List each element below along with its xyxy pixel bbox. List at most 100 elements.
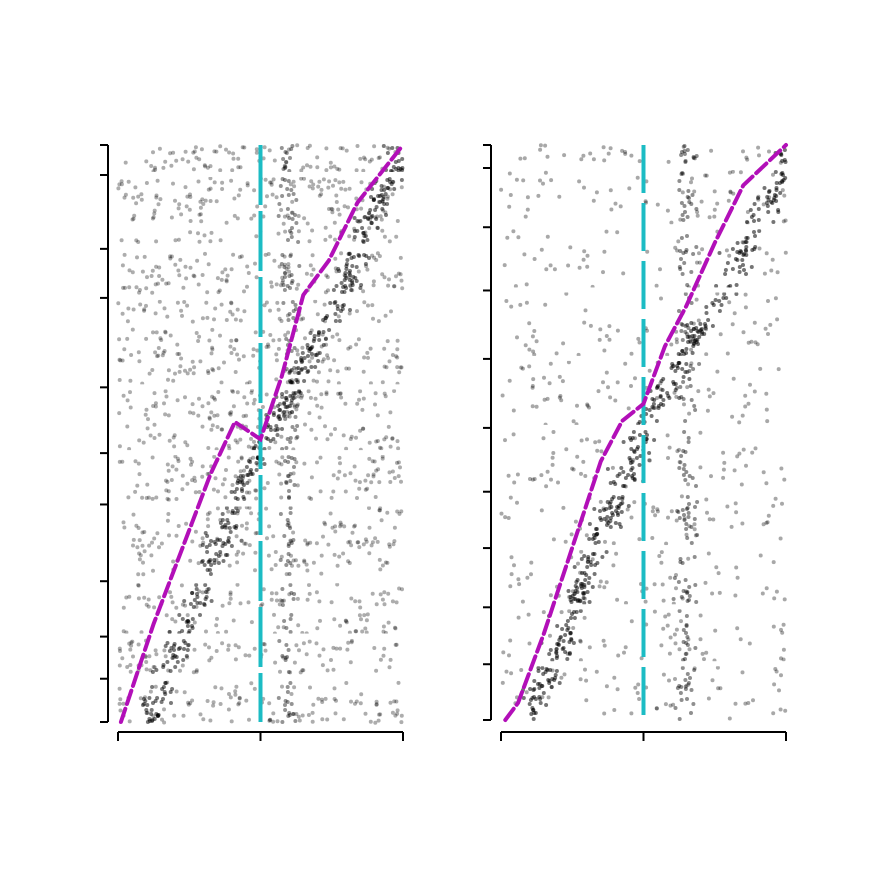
- spike-dot: [723, 272, 728, 276]
- spike-dot: [218, 238, 223, 243]
- spike-dot: [585, 560, 590, 564]
- spike-dot: [361, 231, 366, 235]
- spike-dot: [385, 339, 390, 344]
- spike-dot: [627, 186, 632, 191]
- spike-dot: [637, 159, 642, 164]
- spike-dot: [179, 583, 184, 588]
- spike-dot: [710, 301, 715, 305]
- spike-dot: [696, 389, 701, 394]
- spike-dot: [207, 645, 211, 650]
- spike-dot: [397, 586, 402, 591]
- spike-dot: [689, 398, 694, 402]
- spike-dot: [287, 711, 292, 715]
- spike-dot: [349, 434, 354, 439]
- spike-dot: [521, 696, 526, 700]
- spike-dot: [284, 160, 289, 164]
- spike-dot: [400, 587, 404, 592]
- spike-dot: [247, 380, 252, 385]
- spike-dot: [218, 333, 222, 338]
- spike-dot: [271, 411, 276, 415]
- spike-dot: [682, 261, 687, 265]
- spike-dot: [530, 404, 535, 409]
- spike-dot: [275, 719, 280, 724]
- spike-dot: [385, 186, 390, 190]
- spike-dot: [557, 681, 562, 685]
- spike-dot: [332, 552, 337, 557]
- spike-dot: [733, 701, 738, 706]
- spike-dot: [596, 540, 601, 544]
- spike-dot: [288, 583, 293, 587]
- spike-dot: [117, 701, 122, 706]
- spike-dot: [279, 434, 284, 439]
- spike-dot: [200, 464, 205, 469]
- spike-dot: [348, 471, 353, 476]
- spike-dot: [553, 673, 558, 677]
- spike-dot: [118, 649, 122, 653]
- spike-dot: [214, 623, 219, 628]
- spike-dot: [280, 253, 285, 257]
- spike-dot: [225, 518, 230, 522]
- spike-dot: [169, 254, 174, 259]
- spike-dot: [399, 509, 404, 514]
- spike-dot: [361, 396, 366, 401]
- spike-dot: [119, 179, 124, 184]
- spike-dot: [764, 201, 769, 205]
- spike-dot: [687, 502, 691, 506]
- spike-dot: [219, 302, 224, 307]
- spike-dot: [608, 395, 613, 400]
- spike-dot: [285, 213, 290, 218]
- spike-dot: [715, 369, 720, 374]
- spike-dot: [295, 402, 300, 407]
- spike-dot: [291, 558, 296, 563]
- spike-dot: [400, 166, 405, 170]
- spike-dot: [249, 511, 254, 516]
- spike-dot: [151, 215, 156, 220]
- spike-dot: [536, 193, 541, 198]
- spike-dot: [289, 702, 294, 706]
- spike-dot: [694, 326, 699, 330]
- spike-dot: [677, 447, 681, 452]
- spike-dot: [509, 671, 514, 676]
- spike-dot: [166, 489, 171, 494]
- spike-dot: [394, 699, 399, 704]
- spike-dot: [591, 198, 596, 203]
- spike-dot: [511, 229, 516, 234]
- spike-dot: [241, 354, 246, 359]
- spike-dot: [197, 490, 202, 494]
- spike-dot: [322, 302, 327, 307]
- spike-dot: [578, 677, 583, 682]
- spike-dot: [683, 657, 687, 661]
- spike-dot: [527, 347, 532, 352]
- spike-dot: [239, 254, 244, 259]
- spike-dot: [753, 340, 758, 345]
- spike-dot: [385, 560, 390, 565]
- spike-dot: [128, 647, 133, 652]
- spike-dot: [283, 708, 288, 712]
- spike-dot: [268, 333, 273, 337]
- spike-dot: [780, 501, 784, 506]
- spike-dot: [508, 584, 513, 589]
- spike-dot: [188, 456, 193, 461]
- spike-dot: [330, 525, 335, 530]
- spike-dot: [697, 260, 702, 265]
- spike-dot: [667, 445, 672, 450]
- spike-dot: [191, 371, 196, 376]
- spike-dot: [246, 271, 251, 275]
- spike-dot: [234, 524, 239, 528]
- spike-dot: [121, 520, 126, 525]
- spike-dot: [399, 713, 404, 718]
- spike-dot: [582, 554, 587, 558]
- spike-dot: [272, 612, 276, 617]
- spike-dot: [177, 202, 182, 207]
- spike-dot: [205, 290, 210, 295]
- spike-dot: [747, 641, 752, 646]
- spike-dot: [388, 657, 393, 662]
- spike-dot: [137, 551, 142, 556]
- spike-dot: [753, 234, 757, 238]
- spike-dot: [778, 191, 783, 195]
- spike-dot: [318, 489, 323, 494]
- spike-dot: [366, 355, 370, 360]
- spike-dot: [226, 455, 231, 460]
- spike-dot: [691, 702, 696, 706]
- spike-dot: [674, 337, 679, 342]
